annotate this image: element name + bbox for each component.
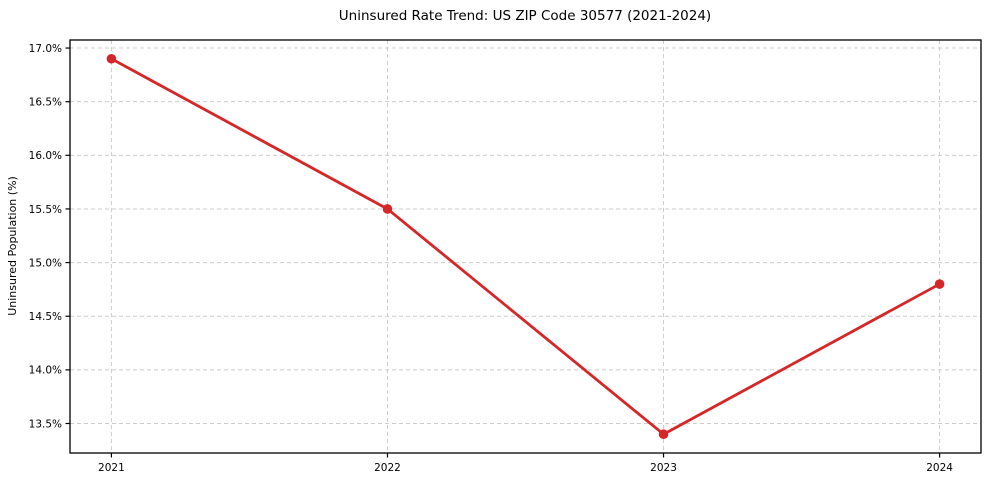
x-tick-label: 2023 (650, 462, 677, 474)
x-tick-label: 2024 (926, 462, 953, 474)
series-layer (106, 53, 945, 440)
gridlines-layer (70, 40, 981, 453)
y-tick-label: 17.0% (29, 43, 62, 55)
y-tick-label: 16.5% (29, 96, 62, 108)
y-tick-label: 14.0% (29, 365, 62, 377)
trend-line (110, 57, 941, 436)
y-axis-title: Uninsured Population (%) (6, 176, 19, 316)
x-tick-label: 2022 (374, 462, 401, 474)
x-tick-label: 2021 (98, 462, 125, 474)
axes-layer: 13.5% 14.0% 14.5% 15.0% 15.5% 16.0% 16.5% 17.0%… (29, 39, 982, 474)
y-tick-label: 15.0% (29, 257, 62, 269)
data-point-2023 (658, 429, 669, 440)
y-tick-label: 13.5% (29, 418, 62, 430)
y-tick-label: 15.5% (29, 204, 62, 216)
data-point-2022 (382, 204, 393, 214)
chart-title: Uninsured Rate Trend: US ZIP Code 30577 … (339, 8, 711, 24)
plot-border (69, 39, 982, 454)
y-tick-label: 14.5% (29, 311, 62, 323)
y-tick-label: 16.0% (29, 150, 62, 162)
data-point-2024 (934, 279, 945, 289)
data-point-2021 (106, 53, 117, 64)
